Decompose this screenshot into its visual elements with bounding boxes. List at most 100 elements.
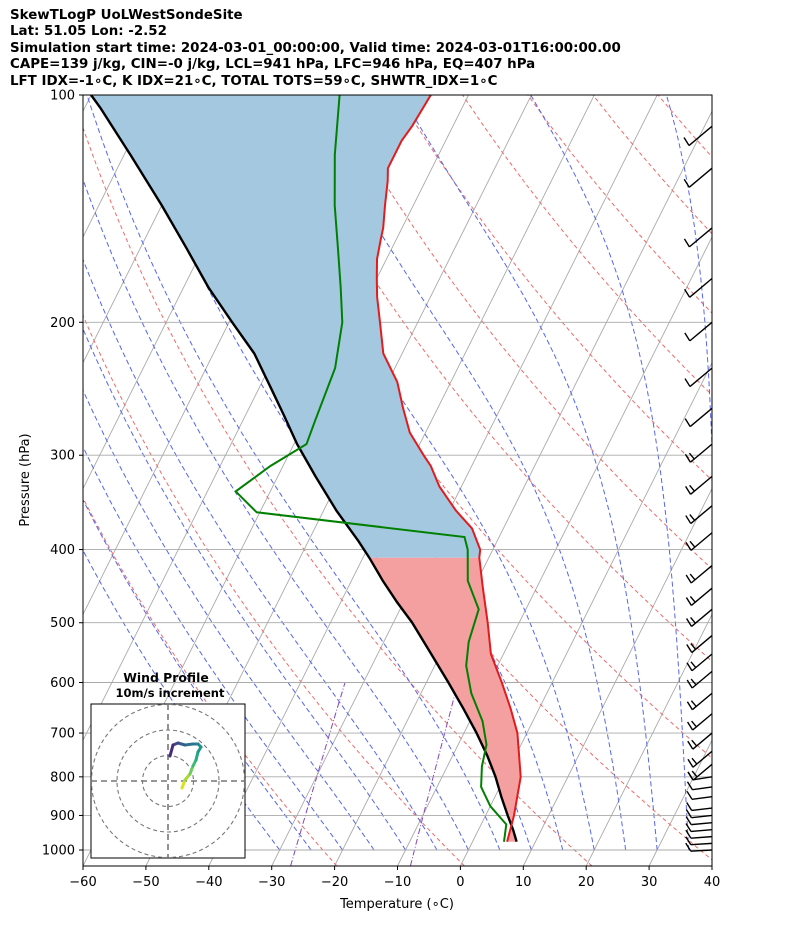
isotherm-line <box>522 487 712 866</box>
moist-adiabat-line <box>83 389 375 851</box>
x-tick-label: 0 <box>456 875 464 890</box>
isotherm-line <box>83 95 92 113</box>
inset-title: Wind Profile <box>123 670 208 685</box>
isotherm-line <box>334 110 712 866</box>
wind-barb-flag <box>691 720 698 728</box>
wind-barb <box>686 653 713 672</box>
wind-barb-staff <box>689 407 713 428</box>
dry-adiabat-line <box>397 95 712 481</box>
wind-barb <box>685 816 713 826</box>
wind-barb-flag <box>686 662 693 672</box>
moist-adiabat-line <box>83 445 343 851</box>
mixing-ratio-line <box>290 682 346 866</box>
parcel-line <box>90 95 518 843</box>
wind-barb-flag <box>684 378 691 387</box>
wind-barb <box>685 475 713 495</box>
x-tick-label: −20 <box>321 875 348 890</box>
wind-barb <box>685 608 713 628</box>
wind-barb <box>686 802 713 812</box>
wind-barb-staff <box>691 670 713 689</box>
dry-adiabat-line <box>527 95 712 314</box>
isotherm-line <box>775 95 794 866</box>
isotherm-line <box>711 864 712 866</box>
x-tick-label: 20 <box>578 875 595 890</box>
wind-barb-flag <box>690 617 697 624</box>
x-axis-label: Temperature (∘C) <box>339 897 454 912</box>
wind-barb-flag <box>689 540 696 548</box>
moist-adiabat-line <box>530 95 689 850</box>
wind-barb-flag <box>691 739 698 747</box>
moist-adiabat-line <box>400 95 658 851</box>
wind-barb-flag <box>686 781 694 791</box>
wind-barb <box>683 125 713 147</box>
wind-barb-flag <box>685 485 692 495</box>
wind-barb <box>685 587 713 607</box>
y-tick-label: 300 <box>50 449 75 464</box>
isotherm-line <box>459 361 712 866</box>
wind-barb-staff <box>691 635 713 654</box>
wind-barb <box>686 635 713 654</box>
wind-barb-staff <box>691 796 713 801</box>
wind-barb-flag <box>685 842 692 852</box>
y-tick-label: 1000 <box>42 844 75 859</box>
dry-adiabat-line <box>657 95 712 158</box>
wind-barb <box>684 367 713 388</box>
isotherm-line <box>648 739 712 866</box>
wind-barb <box>684 443 713 463</box>
wind-barb-staff <box>692 750 713 768</box>
moist-adiabat-line <box>83 258 438 851</box>
wind-barb <box>685 809 713 819</box>
wind-barb-flag <box>684 332 691 342</box>
wind-barb <box>685 823 713 833</box>
y-axis-label: Pressure (hPa) <box>18 433 33 526</box>
wind-barb-flag <box>689 514 696 522</box>
dry-adiabat-line <box>266 95 712 662</box>
wind-barb-staff <box>692 763 713 781</box>
wind-barb-staff <box>688 167 713 188</box>
wind-barb-staff <box>691 821 713 826</box>
wind-barb-flag <box>684 288 691 298</box>
cape-fill <box>91 95 481 558</box>
wind-barb <box>685 505 713 525</box>
wind-barb-flag <box>683 238 691 248</box>
x-tick-label: 10 <box>515 875 532 890</box>
hodograph-trace <box>168 743 175 758</box>
wind-barb-flag <box>686 802 693 811</box>
wind-barb-staff <box>689 367 713 388</box>
wind-barb-staff <box>690 587 713 607</box>
wind-barb <box>683 167 713 188</box>
wind-barb-staff <box>691 814 713 819</box>
wind-barb-staff <box>690 842 713 846</box>
wind-barb-staff <box>692 776 713 781</box>
wind-barb <box>685 836 713 846</box>
wind-barb-flag <box>689 596 696 603</box>
wind-barb-flag <box>690 678 697 686</box>
wind-barb-flag <box>690 700 697 708</box>
isotherm-line <box>83 95 155 239</box>
header: SkewTLogP UoLWestSondeSite Lat: 51.05 Lo… <box>10 8 621 90</box>
wind-barb-staff <box>690 835 713 839</box>
dry-adiabat-line <box>83 126 593 866</box>
wind-barb-staff <box>690 829 713 833</box>
dry-adiabat-line <box>723 95 794 866</box>
wind-barb-flag <box>691 757 698 765</box>
wind-profile-inset: Wind Profile 10m/s increment <box>90 670 246 859</box>
wind-barb-staff <box>690 532 713 551</box>
wind-barb-flag <box>683 178 690 188</box>
isotherm-line <box>397 235 712 866</box>
wind-barb <box>685 829 713 839</box>
isotherm-line <box>271 95 658 866</box>
wind-barb-staff <box>690 505 713 525</box>
wind-barb-flag <box>685 809 693 819</box>
wind-barb-staff <box>689 321 713 342</box>
wind-barb-flag <box>686 721 694 731</box>
wind-barb-flag <box>685 597 692 606</box>
wind-barb-flag <box>685 618 693 627</box>
wind-barb-flag <box>687 740 694 750</box>
y-tick-label: 500 <box>50 616 75 631</box>
wind-barb <box>684 277 713 298</box>
wind-barb-flag <box>685 829 692 839</box>
wind-barb-flag <box>686 701 693 711</box>
wind-barb-flag <box>689 484 696 492</box>
wind-barb-staff <box>691 807 713 812</box>
